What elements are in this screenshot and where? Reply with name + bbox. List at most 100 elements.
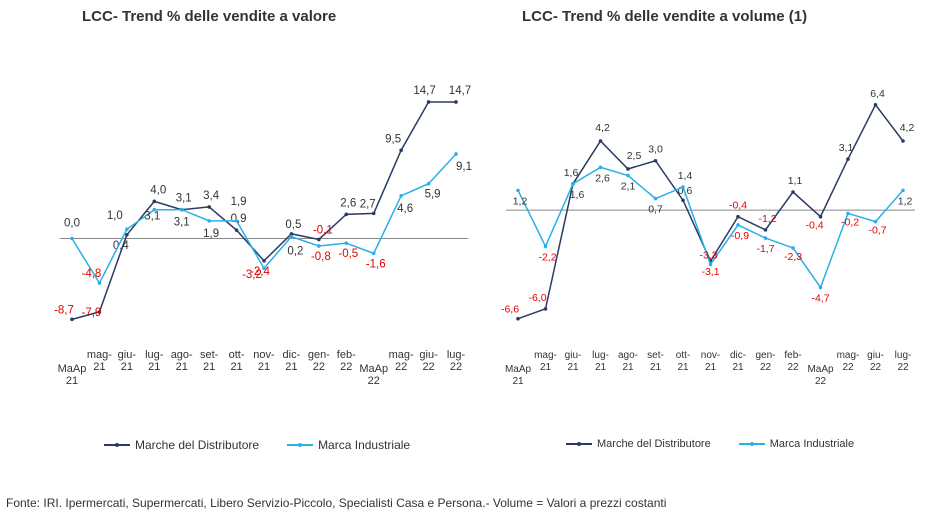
data-label: 0,5 — [285, 219, 301, 231]
data-label: -2,3 — [784, 251, 802, 263]
data-label: 4,2 — [595, 122, 610, 134]
data-label: 9,1 — [456, 161, 472, 173]
data-point — [901, 188, 905, 193]
data-label: 0,7 — [648, 204, 663, 216]
source-footnote: Fonte: IRI. Ipermercati, Supermercati, L… — [6, 496, 667, 510]
data-label: -0,4 — [729, 200, 747, 212]
data-label: -2,2 — [538, 251, 556, 263]
data-point — [818, 214, 823, 219]
data-label: -0,4 — [805, 220, 823, 232]
data-point — [791, 190, 795, 194]
data-point — [571, 181, 575, 186]
data-point — [901, 139, 905, 143]
data-label: 2,5 — [627, 150, 642, 162]
x-tick-label: lug-22 — [447, 349, 466, 373]
data-label: 3,1 — [174, 217, 190, 229]
x-tick-label: gen-22 — [308, 349, 330, 373]
data-label: 2,1 — [621, 181, 636, 193]
data-label: 0,9 — [231, 213, 247, 225]
data-label: -0,5 — [338, 248, 358, 260]
data-label: 3,4 — [203, 190, 220, 202]
data-point — [70, 317, 74, 322]
data-label: 3,1 — [144, 211, 160, 223]
data-point — [653, 196, 658, 201]
data-point — [125, 233, 129, 237]
data-label: 4,0 — [150, 184, 166, 196]
data-label: -1,2 — [758, 213, 776, 225]
legend-line-icon — [738, 442, 765, 446]
data-point — [344, 241, 349, 245]
data-point — [653, 158, 658, 163]
x-tick-label: ago-21 — [171, 349, 193, 373]
x-tick-label: MaAp 21 — [505, 364, 532, 387]
legend-line-icon — [566, 442, 592, 446]
data-point — [763, 236, 768, 240]
data-point — [262, 259, 266, 263]
data-point — [207, 219, 211, 223]
legend-label: Marche del Distributore — [135, 438, 260, 452]
x-tick-label: giu-22 — [867, 350, 884, 373]
data-point — [125, 227, 129, 232]
data-label: -1,6 — [366, 258, 386, 270]
data-point — [598, 139, 603, 143]
data-point — [543, 244, 548, 249]
data-point — [818, 285, 823, 290]
data-label: 1,9 — [203, 228, 219, 240]
data-label: -0,8 — [311, 251, 331, 263]
data-point — [708, 262, 713, 267]
series-line-industriale — [71, 153, 457, 285]
data-label: 2,6 — [340, 197, 356, 209]
legend-label: Marca Industriale — [318, 438, 411, 452]
data-label: 2,6 — [595, 172, 610, 184]
x-tick-label: lug-21 — [145, 349, 164, 373]
x-tick-label: MaAp 21 — [58, 363, 87, 387]
data-point — [262, 266, 266, 271]
data-point — [289, 234, 294, 239]
data-point — [207, 205, 211, 209]
data-point — [179, 207, 184, 212]
legend-item-industriale: Marca Industriale — [738, 438, 855, 450]
data-label: -4,7 — [811, 292, 829, 304]
x-tick-label: mag-21 — [87, 349, 112, 373]
data-label: 1,2 — [898, 195, 913, 207]
data-label: -0,7 — [868, 225, 886, 237]
data-label: 6,4 — [870, 88, 885, 100]
data-label: -8,7 — [54, 304, 74, 316]
series-line-distributore — [517, 103, 904, 320]
x-tick-label: feb-22 — [337, 349, 356, 373]
data-point — [516, 188, 520, 193]
data-point — [791, 246, 795, 250]
data-point — [763, 228, 768, 232]
data-point — [846, 157, 850, 161]
legend-item-distributore: Marche del Distributore — [104, 438, 259, 452]
legend-label: Marca Industriale — [769, 438, 855, 450]
data-point — [234, 219, 239, 223]
data-point — [317, 244, 321, 248]
x-tick-label: ago-21 — [618, 350, 638, 373]
chart-title-volume: LCC- Trend % delle vendite a volume (1) — [522, 8, 808, 25]
data-point — [371, 211, 376, 216]
data-label: 1,2 — [513, 195, 528, 207]
data-point — [736, 223, 740, 227]
legend-label: Marche del Distributore — [597, 438, 711, 450]
data-label: 1,0 — [107, 210, 123, 222]
data-point — [152, 207, 157, 212]
data-point — [70, 236, 74, 241]
legend-item-industriale: Marca Industriale — [287, 438, 410, 452]
data-label: -6,6 — [501, 304, 519, 316]
data-point — [317, 237, 321, 242]
data-label: 1,1 — [788, 175, 803, 187]
data-point — [873, 219, 878, 224]
data-point — [97, 281, 102, 285]
data-label: 4,2 — [900, 122, 915, 134]
data-label: 14,7 — [413, 85, 435, 97]
x-tick-label: dic-21 — [730, 350, 746, 373]
data-label: -0,1 — [313, 224, 333, 236]
data-point — [454, 100, 458, 104]
chart-title-valore: LCC- Trend % delle vendite a valore — [82, 8, 337, 25]
x-tick-label: ott-21 — [229, 349, 245, 373]
data-label: 1,9 — [231, 196, 247, 208]
x-tick-label: giu-21 — [118, 349, 137, 373]
